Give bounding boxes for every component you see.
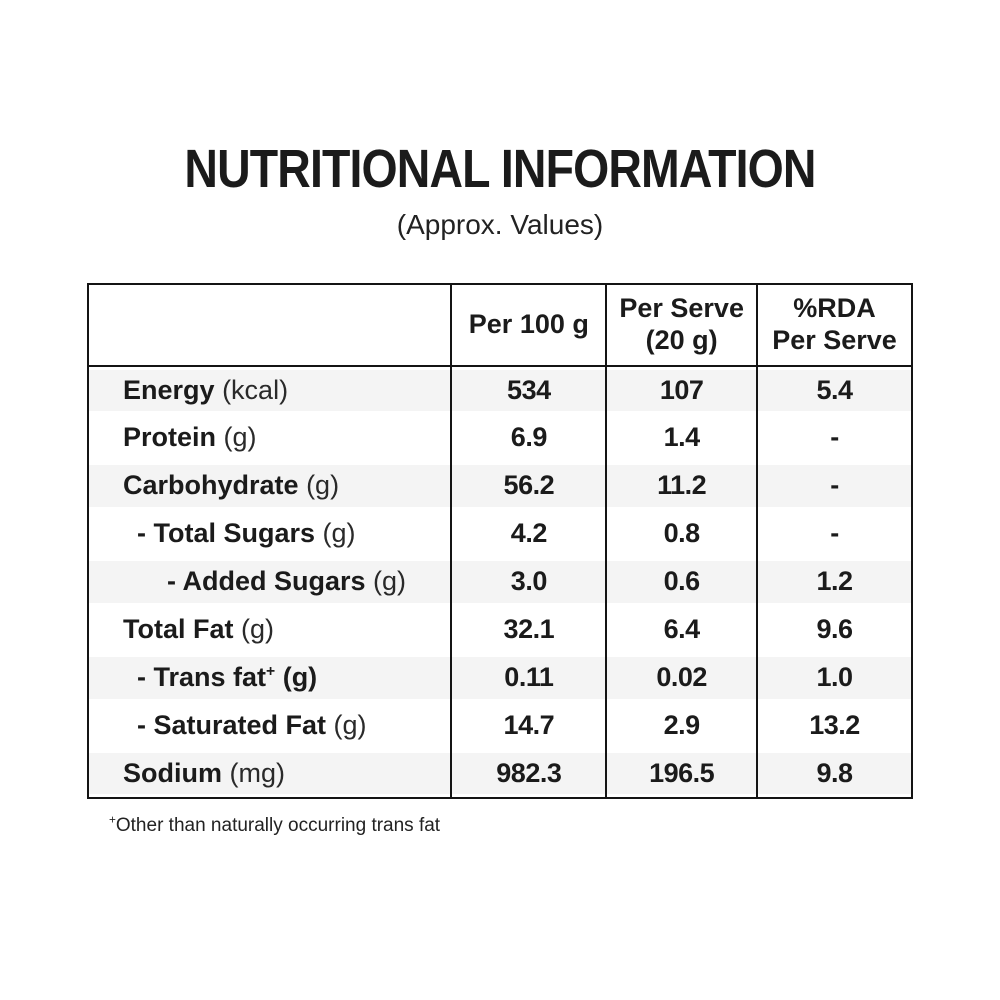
nutrient-name: Total Fat bbox=[123, 614, 234, 645]
value-per-serve: 11.2 bbox=[605, 461, 758, 510]
value-per-100g: 4.2 bbox=[450, 509, 607, 558]
header-rda-line2: Per Serve bbox=[772, 324, 897, 355]
value-rda-per-serve: 13.2 bbox=[756, 701, 912, 750]
header-rda-per-serve: %RDA Per Serve bbox=[756, 283, 912, 367]
value-rda-per-serve: - bbox=[756, 461, 912, 510]
value-rda-per-serve: 9.6 bbox=[756, 605, 912, 654]
table-row-energy: Energy (kcal) 534 107 5.4 bbox=[88, 365, 912, 414]
table-row-total-sugars: - Total Sugars (g) 4.2 0.8 - bbox=[88, 509, 912, 558]
table-row-carbohydrate: Carbohydrate (g) 56.2 11.2 - bbox=[88, 461, 912, 510]
nutrient-label: Protein (g) bbox=[88, 414, 451, 462]
nutrient-unit: (g) bbox=[306, 470, 340, 501]
nutrient-label: Energy (kcal) bbox=[88, 365, 452, 414]
table-row-total-fat: Total Fat (g) 32.1 6.4 9.6 bbox=[88, 605, 912, 654]
header-row: Per 100 g Per Serve (20 g) %RDA Per Serve bbox=[88, 283, 912, 367]
value-rda-per-serve: 1.2 bbox=[756, 557, 912, 606]
header-rda-line1: %RDA bbox=[793, 292, 876, 323]
value-per-100g: 14.7 bbox=[450, 701, 607, 750]
page-subtitle: (Approx. Values) bbox=[396, 209, 604, 240]
value-rda-per-serve: 5.4 bbox=[756, 365, 912, 414]
nutrient-name: Sodium bbox=[123, 757, 222, 788]
value-per-serve: 0.02 bbox=[605, 653, 758, 702]
footnote-sup: + bbox=[109, 813, 116, 827]
nutrient-label: Carbohydrate (g) bbox=[88, 461, 452, 510]
table-row-trans-fat: - Trans fat+ (g) 0.11 0.02 1.0 bbox=[88, 653, 912, 702]
nutrient-unit: (g) bbox=[322, 518, 356, 549]
value-per-serve: 0.8 bbox=[605, 509, 758, 558]
value-per-100g: 0.11 bbox=[450, 653, 607, 702]
nutrient-name: - Saturated Fat bbox=[137, 710, 327, 741]
nutrient-name: - Added Sugars bbox=[167, 566, 366, 597]
nutrient-label: - Added Sugars (g) bbox=[88, 557, 452, 606]
value-per-100g: 32.1 bbox=[450, 605, 607, 654]
table-row-saturated-fat: - Saturated Fat (g) 14.7 2.9 13.2 bbox=[88, 701, 912, 750]
value-per-serve: 1.4 bbox=[605, 413, 758, 462]
value-per-100g: 3.0 bbox=[450, 557, 607, 606]
nutrition-table: Per 100 g Per Serve (20 g) %RDA Per Serve … bbox=[87, 282, 913, 799]
header-per-serve-line1: Per Serve bbox=[619, 292, 744, 323]
footnote: +Other than naturally occurring trans fa… bbox=[87, 813, 913, 837]
nutrient-label: - Total Sugars (g) bbox=[88, 510, 451, 558]
nutrient-name: Energy bbox=[123, 374, 215, 405]
table-header: Per 100 g Per Serve (20 g) %RDA Per Serve bbox=[88, 283, 912, 367]
value-per-100g: 56.2 bbox=[450, 461, 607, 510]
header-per-serve: Per Serve (20 g) bbox=[605, 283, 758, 367]
page-title: NUTRITIONAL INFORMATION bbox=[184, 139, 816, 199]
value-per-100g: 6.9 bbox=[450, 413, 607, 462]
value-per-serve: 196.5 bbox=[605, 749, 758, 798]
nutrient-unit: (kcal) bbox=[222, 374, 289, 405]
value-per-serve: 0.6 bbox=[605, 557, 758, 606]
table-row-added-sugars: - Added Sugars (g) 3.0 0.6 1.2 bbox=[88, 557, 912, 606]
nutrient-label: Sodium (mg) bbox=[88, 749, 452, 798]
nutrient-unit: (mg) bbox=[229, 757, 286, 788]
nutrient-sup: + bbox=[266, 663, 276, 681]
header-nutrient bbox=[88, 283, 452, 367]
value-rda-per-serve: 1.0 bbox=[756, 653, 912, 702]
nutrient-label: - Trans fat+ (g) bbox=[88, 653, 452, 702]
value-per-serve: 6.4 bbox=[605, 605, 758, 654]
nutrient-unit: (g) bbox=[223, 422, 257, 453]
nutrient-label: - Saturated Fat (g) bbox=[88, 702, 451, 750]
footnote-text: Other than naturally occurring trans fat bbox=[115, 814, 441, 836]
header-per-serve-line2: (20 g) bbox=[645, 324, 718, 355]
value-rda-per-serve: - bbox=[756, 509, 912, 558]
nutrient-unit: (g) bbox=[241, 614, 275, 645]
header-per-100g: Per 100 g bbox=[450, 283, 607, 367]
table-body: Energy (kcal) 534 107 5.4 Protein (g) 6.… bbox=[88, 365, 912, 798]
value-per-100g: 534 bbox=[450, 365, 607, 414]
value-per-100g: 982.3 bbox=[450, 749, 607, 798]
table-row-protein: Protein (g) 6.9 1.4 - bbox=[88, 413, 912, 462]
value-rda-per-serve: - bbox=[756, 413, 912, 462]
nutrient-label: Total Fat (g) bbox=[88, 606, 451, 654]
nutrient-name: - Total Sugars bbox=[137, 518, 316, 549]
nutrient-name: Protein bbox=[123, 422, 217, 453]
nutrient-name: Carbohydrate bbox=[123, 470, 299, 501]
value-rda-per-serve: 9.8 bbox=[756, 749, 912, 798]
value-per-serve: 107 bbox=[605, 365, 758, 414]
value-per-serve: 2.9 bbox=[605, 701, 758, 750]
nutrient-unit: (g) bbox=[373, 566, 407, 597]
nutrient-unit: (g) bbox=[282, 662, 318, 693]
table-row-sodium: Sodium (mg) 982.3 196.5 9.8 bbox=[88, 749, 912, 798]
nutrient-unit: (g) bbox=[333, 710, 367, 741]
nutrient-name: - Trans fat bbox=[137, 662, 267, 693]
